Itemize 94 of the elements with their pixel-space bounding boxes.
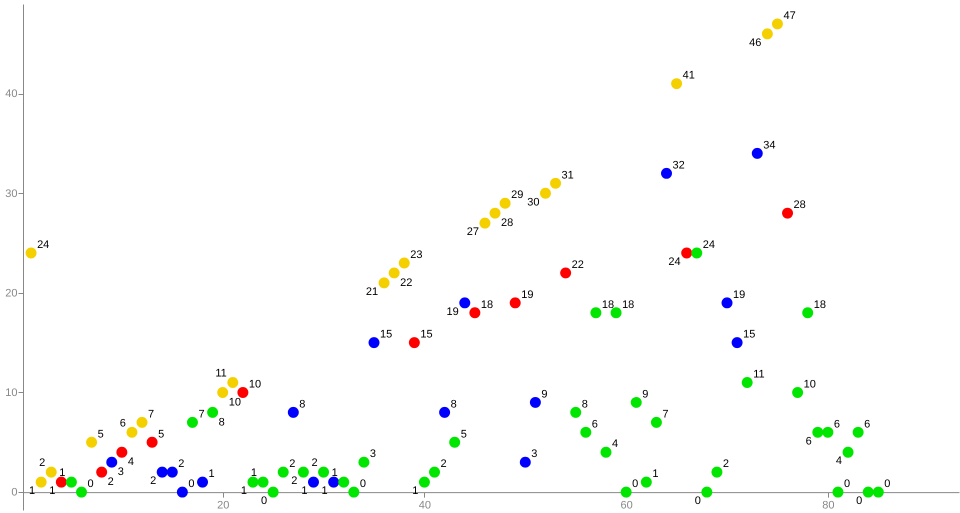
data-label: 1 [59, 467, 66, 480]
data-label: 3 [531, 448, 538, 460]
y-tick-label: 30 [5, 188, 18, 200]
data-label: 22 [572, 258, 584, 271]
data-label: 18 [622, 298, 634, 311]
data-label: 2 [311, 457, 318, 470]
data-label: 6 [592, 418, 598, 430]
data-label: 27 [466, 226, 479, 238]
data-label: 10 [228, 396, 241, 408]
data-label: 2 [150, 475, 156, 488]
data-label: 24 [668, 256, 681, 268]
data-label: 18 [602, 298, 614, 311]
data-label: 7 [198, 408, 205, 420]
data-label: 15 [420, 328, 433, 341]
data-label: 24 [702, 239, 716, 252]
data-label: 8 [450, 398, 457, 410]
data-label: 29 [511, 189, 524, 202]
x-tick-label: 20 [217, 500, 230, 512]
data-label: 4 [836, 455, 842, 468]
data-label: 24 [37, 239, 50, 252]
data-label: 2 [108, 476, 114, 488]
data-label: 1 [250, 467, 258, 480]
data-label: 8 [299, 398, 306, 410]
data-label: 32 [672, 159, 685, 172]
data-label: 2 [39, 457, 46, 470]
data-label: 0 [844, 478, 850, 490]
data-label: 0 [261, 495, 268, 508]
data-label: 8 [218, 416, 225, 428]
data-label: 5 [158, 428, 164, 440]
data-label: 15 [380, 328, 392, 341]
data-label: 0 [856, 495, 862, 508]
data-label: 11 [215, 368, 227, 380]
data-label: 0 [884, 478, 890, 490]
data-label: 11 [753, 368, 765, 381]
data-label: 28 [501, 217, 514, 230]
data-label: 19 [446, 306, 459, 318]
x-tick-label: 40 [418, 500, 432, 512]
data-label: 18 [814, 298, 826, 311]
data-label: 9 [541, 388, 548, 400]
data-label: 9 [642, 388, 648, 400]
data-label: 1 [208, 468, 215, 480]
data-label: 6 [834, 418, 840, 430]
data-label: 31 [562, 169, 574, 182]
data-label: 22 [400, 276, 412, 289]
data-label: 1 [301, 485, 308, 498]
data-label: 10 [804, 378, 816, 390]
data-label: 1 [29, 485, 36, 498]
data-label: 15 [743, 328, 756, 341]
data-label: 1 [652, 468, 658, 480]
y-tick-label: 10 [5, 386, 18, 399]
data-label: 6 [864, 418, 870, 430]
data-label: 0 [632, 478, 638, 490]
data-label: 2 [722, 458, 730, 470]
data-label: 7 [148, 408, 154, 420]
x-tick-label: 80 [822, 500, 835, 512]
data-label: 6 [806, 435, 812, 448]
data-label: 2 [289, 458, 296, 470]
data-label: 1 [240, 485, 247, 498]
data-label: 18 [480, 298, 494, 311]
data-label: 5 [460, 428, 467, 440]
data-label: 1 [322, 485, 328, 498]
data-label: 19 [521, 288, 534, 301]
data-label: 0 [188, 478, 194, 490]
data-label: 46 [749, 36, 762, 49]
data-label: 1 [412, 485, 418, 498]
data-label: 6 [120, 417, 126, 430]
data-label: 3 [370, 448, 376, 460]
data-label: 28 [794, 199, 806, 212]
data-label: 3 [118, 466, 124, 478]
data-label: 7 [662, 408, 669, 420]
data-label: 1 [49, 485, 56, 498]
data-label: 10 [248, 378, 262, 390]
y-tick-label: 0 [11, 486, 18, 499]
data-label: 0 [694, 495, 701, 508]
y-tick-label: 40 [5, 88, 18, 100]
data-label: 2 [440, 458, 447, 470]
x-tick-label: 60 [620, 500, 633, 512]
data-label: 5 [98, 428, 104, 440]
data-label: 4 [612, 438, 618, 450]
data-label: 30 [527, 196, 540, 208]
data-label: 34 [763, 139, 776, 152]
data-label: 19 [733, 288, 746, 301]
data-label: 2 [178, 458, 184, 470]
data-label: 21 [366, 286, 378, 298]
data-label: 47 [783, 10, 796, 22]
data-label: 1 [332, 467, 338, 480]
data-label: 0 [360, 478, 366, 490]
data-label: 0 [88, 478, 94, 490]
data-label: 8 [582, 398, 588, 410]
data-label: 41 [682, 70, 695, 82]
data-label: 4 [128, 456, 134, 468]
data-label: 23 [410, 248, 423, 261]
data-label: 2 [291, 475, 298, 488]
y-tick-label: 20 [5, 287, 18, 300]
